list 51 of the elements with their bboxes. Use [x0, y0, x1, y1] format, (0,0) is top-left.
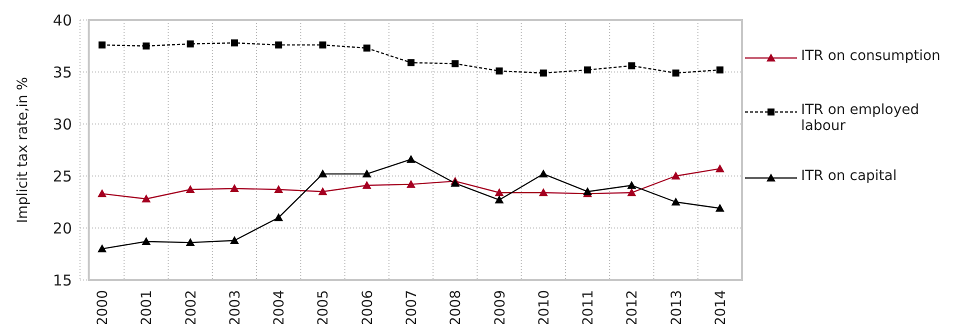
point — [494, 188, 504, 196]
point — [406, 154, 416, 163]
y-axis-title: Implicit tax rate,in % — [14, 76, 31, 224]
point — [318, 169, 328, 178]
point — [98, 244, 107, 252]
point — [363, 44, 370, 52]
point — [362, 180, 372, 189]
point — [230, 39, 238, 46]
y-tick-label: 20 — [52, 219, 72, 238]
point — [452, 60, 459, 68]
point — [627, 188, 636, 196]
point — [540, 70, 547, 77]
point — [142, 237, 151, 246]
point — [362, 169, 372, 178]
point — [538, 188, 548, 196]
point — [408, 59, 414, 66]
point — [715, 204, 724, 212]
y-tick-label: 15 — [52, 271, 72, 290]
y-tick-label: 35 — [52, 63, 72, 82]
point — [98, 189, 107, 198]
point — [186, 40, 194, 48]
point — [142, 194, 151, 202]
point — [98, 41, 106, 48]
point — [584, 66, 592, 74]
point — [186, 238, 195, 246]
point — [496, 67, 503, 74]
point — [715, 164, 724, 172]
point — [627, 180, 636, 189]
point — [494, 195, 504, 204]
point — [406, 180, 416, 188]
point — [318, 187, 328, 196]
y-tick-label: 25 — [52, 167, 72, 186]
point — [671, 172, 680, 180]
y-tick-label: 40 — [52, 11, 72, 30]
point — [538, 169, 548, 178]
point — [274, 213, 284, 222]
point — [716, 66, 724, 74]
legend-label: ITR on consumption — [801, 48, 941, 64]
legend-label: ITR on employed labour — [801, 102, 920, 134]
point — [275, 41, 282, 48]
point — [672, 70, 680, 77]
point — [319, 41, 326, 48]
legend-label: ITR on capital — [801, 168, 898, 184]
point — [671, 198, 680, 206]
point — [230, 236, 239, 244]
y-tick-label: 30 — [52, 115, 72, 134]
point — [628, 62, 636, 70]
point — [230, 184, 239, 192]
point — [274, 185, 284, 194]
point — [186, 185, 195, 194]
point — [142, 42, 150, 50]
